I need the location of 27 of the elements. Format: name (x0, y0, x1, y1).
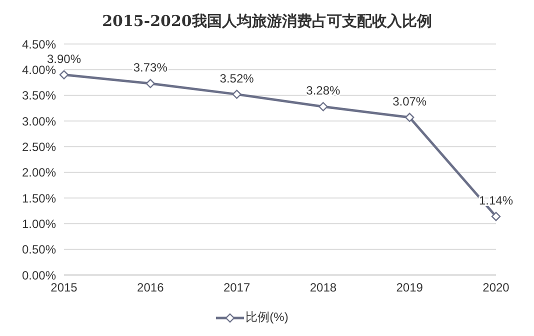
point (405, 112, 414, 122)
x-tick-label: 2017 (223, 280, 250, 295)
y-tick-label: 1.50% (22, 191, 56, 206)
x-tick-label: 2015 (50, 280, 78, 295)
data-label: 3.07% (392, 94, 427, 108)
x-tick-label: 2020 (482, 280, 510, 295)
point (232, 90, 242, 99)
y-tick-label: 2.00% (22, 166, 56, 180)
y-tick-label: 2.50% (22, 140, 56, 154)
data-label: 3.52% (220, 71, 254, 86)
data-label: 3.28% (306, 84, 341, 98)
point (59, 70, 69, 80)
legend-label: 比例(%) (244, 309, 288, 326)
y-tick-label: 3.50% (22, 88, 56, 103)
y-tick-label: 0.50% (22, 242, 56, 257)
x-tick-label: 2019 (396, 280, 424, 295)
chart-title: 2015-2020我国人均旅游消费占可支配收入比例 (101, 11, 433, 32)
point (491, 212, 501, 222)
point (146, 78, 155, 88)
x-tick-label: 2016 (137, 280, 164, 295)
y-tick-label: 1.00% (22, 216, 56, 231)
y-tick-label: 0.00% (22, 268, 56, 282)
y-tick-label: 4.50% (22, 37, 56, 52)
point (318, 102, 328, 112)
x-tick-label: 2018 (310, 280, 337, 295)
y-tick-label: 3.00% (22, 114, 56, 128)
data-label: 3.73% (133, 60, 168, 75)
